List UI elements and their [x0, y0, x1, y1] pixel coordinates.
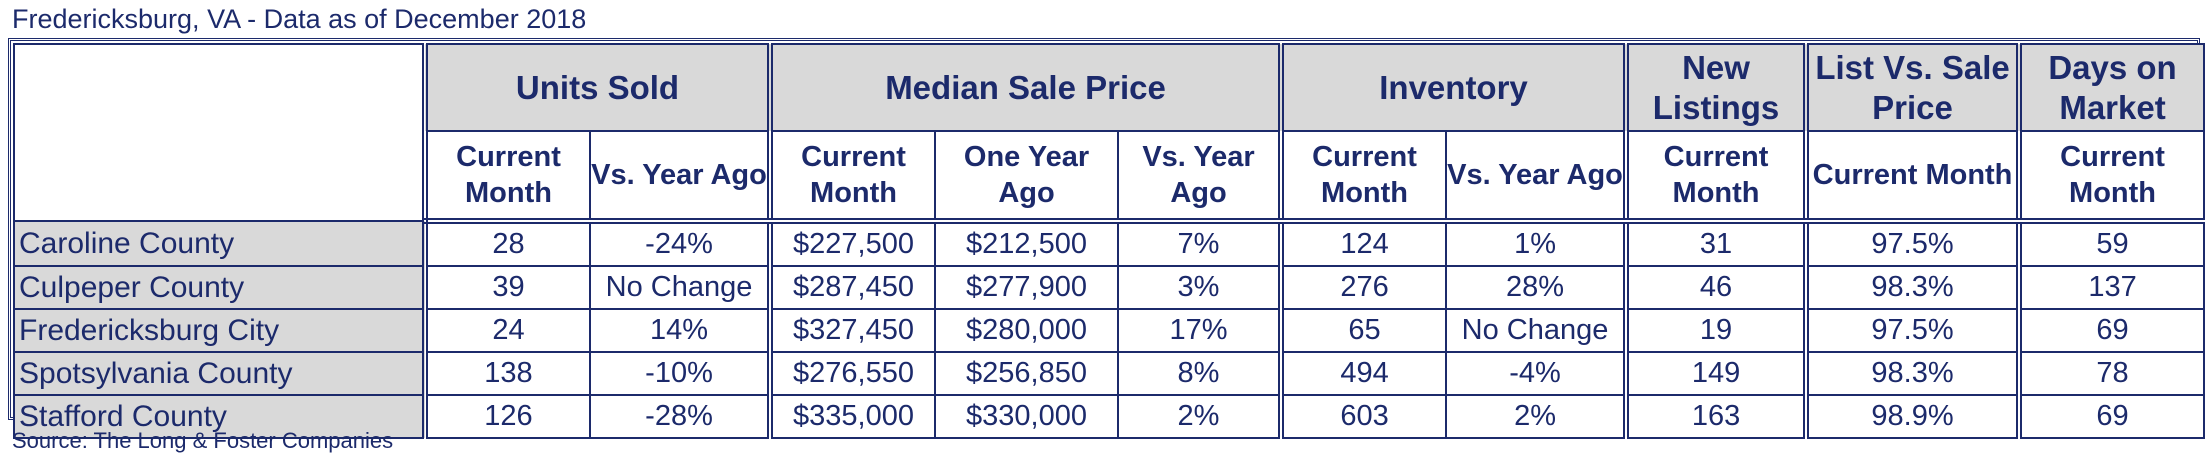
cell-units-current: 24 — [422, 308, 591, 353]
cell-list-vs-sale: 98.3% — [1803, 265, 2021, 310]
group-header-row: Units Sold Median Sale Price Inventory N… — [13, 43, 2206, 222]
cell-price-vs: 7% — [1117, 220, 1283, 267]
cell-days-on-market: 137 — [2016, 265, 2206, 310]
cell-inventory-current: 65 — [1278, 308, 1448, 353]
market-table-frame: Units Sold Median Sale Price Inventory N… — [8, 38, 2206, 439]
subheader-inventory-vs: Vs. Year Ago — [1445, 130, 1628, 224]
row-label: Culpeper County — [13, 265, 426, 310]
subheader-units-current: Current Month — [422, 130, 591, 224]
cell-units-current: 126 — [422, 394, 591, 439]
header-median-sale-price: Median Sale Price — [767, 43, 1283, 132]
cell-inventory-vs: 2% — [1445, 394, 1628, 439]
cell-inventory-current: 494 — [1278, 351, 1448, 396]
subheader-list-vs-sale-current: Current Month — [1803, 130, 2021, 224]
cell-price-current: $276,550 — [767, 351, 937, 396]
header-days-on-market: Days on Market — [2016, 43, 2206, 132]
cell-units-vs: -24% — [588, 220, 772, 267]
cell-price-vs: 8% — [1117, 351, 1283, 396]
cell-price-prev: $330,000 — [934, 394, 1120, 439]
cell-inventory-vs: 28% — [1445, 265, 1628, 310]
header-new-listings: New Listings — [1623, 43, 1808, 132]
cell-new-listings: 163 — [1623, 394, 1808, 439]
cell-price-vs: 2% — [1117, 394, 1283, 439]
cell-list-vs-sale: 97.5% — [1803, 220, 2021, 267]
table-row: Culpeper County 39 No Change $287,450 $2… — [13, 265, 2206, 310]
cell-price-prev: $212,500 — [934, 220, 1120, 267]
sub-header-row: Current Month Vs. Year Ago Current Month… — [14, 130, 2206, 224]
table-row: Stafford County 126 -28% $335,000 $330,0… — [13, 394, 2206, 439]
subheader-price-vs: Vs. Year Ago — [1117, 130, 1283, 224]
table-row: Spotsylvania County 138 -10% $276,550 $2… — [13, 351, 2206, 396]
cell-price-vs: 17% — [1117, 308, 1283, 353]
subheader-new-listings-current: Current Month — [1623, 130, 1808, 224]
header-units-sold: Units Sold — [421, 43, 772, 132]
row-label: Stafford County — [13, 394, 426, 439]
subheader-price-prev: One Year Ago — [934, 130, 1120, 224]
cell-days-on-market: 69 — [2016, 308, 2206, 353]
cell-new-listings: 149 — [1623, 351, 1808, 396]
cell-inventory-vs: 1% — [1445, 220, 1628, 267]
cell-list-vs-sale: 98.9% — [1803, 394, 2021, 439]
cell-price-current: $335,000 — [767, 394, 937, 439]
cell-units-current: 39 — [422, 265, 591, 310]
cell-list-vs-sale: 98.3% — [1803, 351, 2021, 396]
cell-price-prev: $280,000 — [934, 308, 1120, 353]
cell-price-current: $327,450 — [767, 308, 937, 353]
cell-list-vs-sale: 97.5% — [1803, 308, 2021, 353]
cell-new-listings: 31 — [1623, 220, 1808, 267]
cell-days-on-market: 78 — [2016, 351, 2206, 396]
cell-days-on-market: 69 — [2016, 394, 2206, 439]
cell-days-on-market: 59 — [2016, 220, 2206, 267]
cell-units-vs: 14% — [588, 308, 772, 353]
cell-price-prev: $277,900 — [934, 265, 1120, 310]
cell-price-current: $287,450 — [767, 265, 937, 310]
cell-price-vs: 3% — [1117, 265, 1283, 310]
source-note: Source: The Long & Foster Companies — [12, 428, 394, 453]
cell-units-current: 28 — [422, 220, 591, 267]
subheader-inventory-current: Current Month — [1278, 130, 1448, 224]
cell-units-current: 138 — [422, 351, 591, 396]
market-data-table: Units Sold Median Sale Price Inventory N… — [13, 43, 2206, 439]
subheader-price-current: Current Month — [767, 130, 937, 224]
cell-units-vs: -28% — [588, 394, 772, 439]
header-inventory: Inventory — [1278, 43, 1628, 132]
subheader-units-vs: Vs. Year Ago — [588, 130, 772, 224]
cell-units-vs: -10% — [588, 351, 772, 396]
table-row: Fredericksburg City 24 14% $327,450 $280… — [13, 308, 2206, 353]
cell-inventory-current: 276 — [1278, 265, 1448, 310]
cell-inventory-current: 603 — [1278, 394, 1448, 439]
row-label: Spotsylvania County — [13, 351, 426, 396]
row-label: Fredericksburg City — [13, 308, 426, 353]
table-row: Caroline County 28 -24% $227,500 $212,50… — [13, 220, 2206, 267]
cell-new-listings: 46 — [1623, 265, 1808, 310]
cell-price-current: $227,500 — [767, 220, 937, 267]
cell-price-prev: $256,850 — [934, 351, 1120, 396]
subheader-days-current: Current Month — [2016, 130, 2206, 224]
corner-cell — [13, 43, 426, 222]
cell-inventory-vs: No Change — [1445, 308, 1628, 353]
cell-new-listings: 19 — [1623, 308, 1808, 353]
header-list-vs-sale-price: List Vs. Sale Price — [1803, 43, 2021, 132]
cell-units-vs: No Change — [588, 265, 772, 310]
row-label: Caroline County — [13, 220, 426, 267]
cell-inventory-current: 124 — [1278, 220, 1448, 267]
page-title: Fredericksburg, VA - Data as of December… — [12, 4, 587, 34]
cell-inventory-vs: -4% — [1445, 351, 1628, 396]
